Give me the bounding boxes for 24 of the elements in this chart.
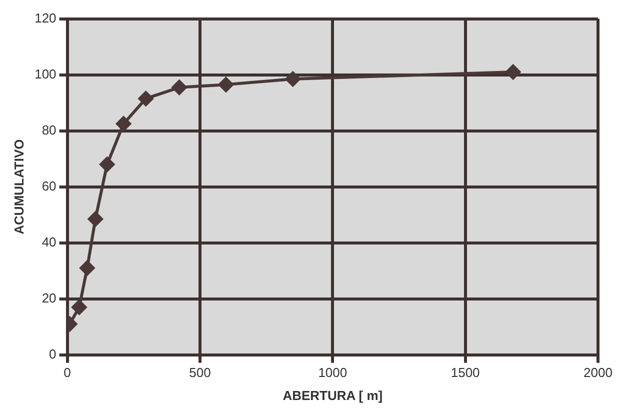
point: [116, 116, 132, 132]
point: [72, 300, 87, 315]
point: [172, 80, 187, 95]
y-axis-title: ACUMULATIVO: [11, 139, 26, 234]
x-tick-label: 0: [64, 365, 71, 380]
point: [88, 212, 103, 226]
point: [100, 156, 115, 172]
point: [218, 77, 234, 92]
point: [80, 260, 95, 276]
x-axis-title: ABERTURA [ m]: [282, 388, 383, 403]
point: [506, 64, 521, 80]
x-tick-label: 500: [189, 365, 211, 380]
point: [138, 91, 154, 106]
y-tick-label: 20: [42, 290, 56, 306]
y-tick-label: 0: [49, 346, 56, 362]
y-tick-label: 100: [34, 66, 56, 82]
y-tick-label: 120: [34, 10, 56, 26]
x-tick-label: 1500: [450, 365, 480, 380]
x-tick-label: 1000: [318, 365, 348, 380]
point: [285, 72, 300, 86]
y-tick-label: 60: [42, 178, 56, 194]
y-tick-label: 40: [42, 234, 56, 250]
x-tick-label: 2000: [584, 365, 612, 380]
y-tick-label: 80: [42, 122, 56, 138]
